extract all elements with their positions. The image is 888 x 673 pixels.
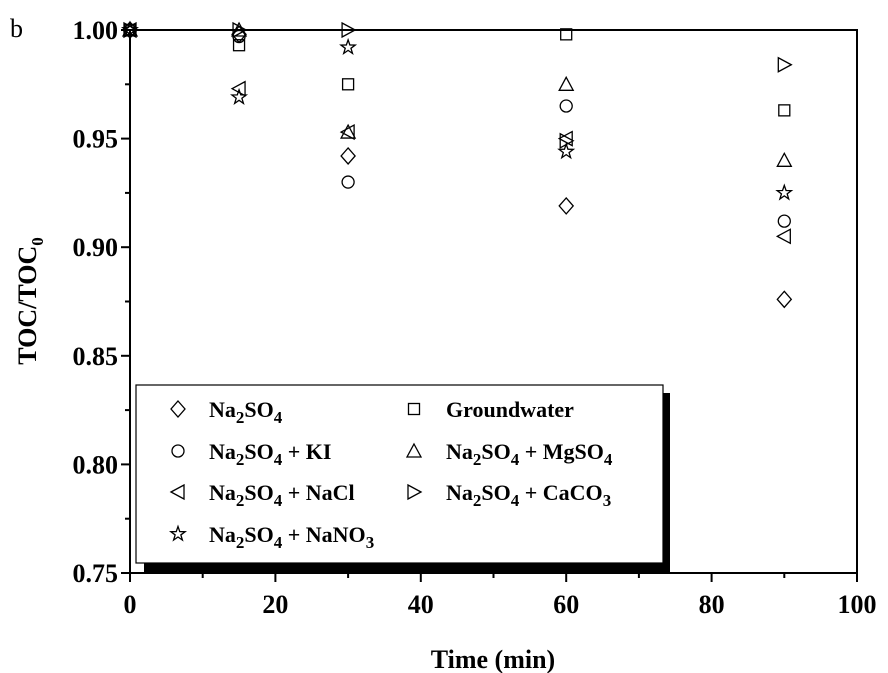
- series-triangle-up: [121, 21, 793, 167]
- x-tick-label: 80: [699, 590, 725, 619]
- series-triangle-left: [121, 21, 791, 245]
- panel-label: b: [10, 14, 23, 43]
- data-point-diamond: [776, 290, 793, 309]
- y-tick-label: 1.00: [73, 16, 119, 45]
- legend-label-part: 4: [274, 408, 283, 427]
- series-star: [120, 20, 794, 201]
- legend-label-part: SO: [244, 480, 273, 505]
- legend-label-part: 4: [511, 450, 520, 469]
- legend-label-part: 4: [274, 491, 283, 510]
- axis-ticks: 0 20 40 60 80 100 0.75 0.80 0.85 0.90 0.95 1.00: [73, 16, 877, 619]
- legend-label: Na2SO4 + CaCO3: [446, 480, 611, 510]
- legend-label-part: 2: [473, 450, 482, 469]
- series-circle: [123, 23, 791, 228]
- legend-label-part: + CaCO: [519, 480, 602, 505]
- x-tick-label: 0: [124, 590, 137, 619]
- legend-label: Na2SO4: [209, 397, 283, 427]
- series-diamond: [122, 21, 793, 309]
- data-point-triangle-left: [339, 123, 355, 141]
- legend-label: Groundwater: [446, 397, 574, 422]
- legend-label-part: Na: [209, 397, 236, 422]
- legend-label-part: 2: [236, 491, 245, 510]
- legend-label-part: Na: [446, 480, 473, 505]
- data-point-triangle-left: [230, 80, 246, 97]
- legend-label-part: Na: [209, 480, 236, 505]
- data-point-diamond: [558, 196, 575, 215]
- data-point-star: [557, 142, 576, 160]
- legend-label-part: SO: [244, 439, 273, 464]
- legend-marker-circle: [171, 444, 185, 458]
- data-point-triangle-up: [558, 75, 575, 91]
- y-axis-title: TOC/TOC0: [13, 237, 47, 364]
- legend-label-part: Na: [209, 439, 236, 464]
- x-axis-title: Time (min): [431, 645, 555, 673]
- legend-label-part: 3: [366, 533, 375, 552]
- legend-label-part: 4: [274, 450, 283, 469]
- legend-label-part: 3: [603, 491, 612, 510]
- legend-marker-star: [168, 524, 188, 542]
- legend-label-part: 2: [473, 491, 482, 510]
- y-tick-label: 0.90: [73, 233, 119, 262]
- legend-label-part: Groundwater: [446, 397, 574, 422]
- legend-marker-square: [407, 402, 421, 416]
- legend-label-part: Na: [209, 522, 236, 547]
- legend-label-part: Na: [446, 439, 473, 464]
- data-point-circle: [341, 175, 355, 189]
- data-point-square: [232, 39, 246, 52]
- legend-label-part: 2: [236, 408, 245, 427]
- data-point-triangle-left: [775, 228, 791, 245]
- legend-label-part: SO: [481, 480, 510, 505]
- legend-label: Na2SO4 + KI: [209, 439, 331, 469]
- data-markers: [120, 20, 794, 309]
- y-tick-label: 0.75: [73, 559, 119, 588]
- x-tick-label: 40: [408, 590, 434, 619]
- data-point-diamond: [340, 146, 356, 165]
- data-point-triangle-up: [776, 151, 793, 167]
- legend-marker-triangle-left: [169, 483, 185, 501]
- data-point-square: [341, 78, 355, 91]
- data-point-circle: [559, 99, 573, 113]
- data-point-square: [560, 28, 573, 41]
- legend-label-part: 4: [511, 491, 520, 510]
- data-point-circle: [777, 214, 791, 228]
- x-tick-label: 60: [553, 590, 579, 619]
- data-point-triangle-left: [557, 130, 573, 147]
- y-tick-label: 0.95: [73, 125, 119, 154]
- legend-label-part: 2: [236, 533, 245, 552]
- legend-label-part: SO: [244, 397, 273, 422]
- data-point-triangle-up: [340, 123, 357, 139]
- x-tick-label: 20: [262, 590, 288, 619]
- y-axis-title-subscript: 0: [28, 237, 47, 246]
- legend-label: Na2SO4 + NaNO3: [209, 522, 374, 552]
- legend-marker-diamond: [170, 400, 186, 418]
- legend-label-part: + NaNO: [282, 522, 365, 547]
- legend-box: [135, 384, 664, 564]
- y-axis-title-main: TOC/TOC: [13, 246, 42, 365]
- legend-label-part: SO: [481, 439, 510, 464]
- x-tick-label: 100: [838, 590, 877, 619]
- y-tick-label: 0.85: [73, 342, 119, 371]
- data-point-square: [778, 104, 791, 117]
- legend-marker-triangle-up: [405, 442, 423, 458]
- legend-label: Na2SO4 + MgSO4: [446, 439, 613, 469]
- legend-label: Na2SO4 + NaCl: [209, 480, 355, 510]
- legend-label-part: SO: [244, 522, 273, 547]
- data-point-triangle-right: [777, 56, 793, 73]
- legend-label-part: + NaCl: [282, 480, 354, 505]
- legend-marker-triangle-right: [407, 483, 423, 501]
- legend-label-part: 4: [274, 533, 283, 552]
- legend-label-part: + MgSO: [519, 439, 604, 464]
- series-triangle-right: [123, 21, 793, 149]
- data-point-star: [230, 87, 249, 106]
- legend-label-part: 2: [236, 450, 245, 469]
- data-point-star: [339, 37, 358, 56]
- data-point-star: [775, 183, 794, 201]
- y-tick-label: 0.80: [73, 450, 119, 479]
- legend-label-part: + KI: [282, 439, 331, 464]
- series-square: [123, 23, 791, 117]
- legend-label-part: 4: [604, 450, 613, 469]
